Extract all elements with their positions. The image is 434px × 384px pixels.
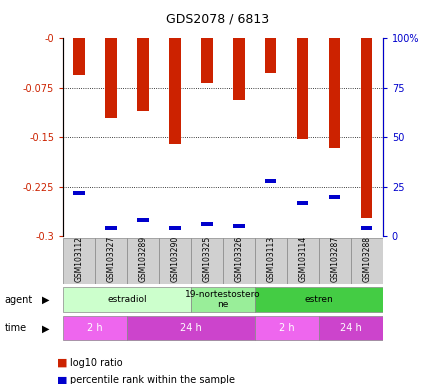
Text: 2 h: 2 h <box>87 323 102 333</box>
Bar <box>318 316 382 341</box>
Bar <box>95 238 127 284</box>
Bar <box>318 238 350 284</box>
Bar <box>254 287 382 312</box>
Bar <box>191 238 223 284</box>
Text: GDS2078 / 6813: GDS2078 / 6813 <box>165 13 269 26</box>
Text: time: time <box>4 323 26 333</box>
Text: 2 h: 2 h <box>279 323 294 333</box>
Bar <box>159 238 191 284</box>
Bar <box>360 38 372 218</box>
Text: GSM103114: GSM103114 <box>298 236 307 282</box>
Text: agent: agent <box>4 295 33 305</box>
Text: GSM103113: GSM103113 <box>266 236 275 282</box>
Bar <box>169 38 180 144</box>
Text: log10 ratio: log10 ratio <box>69 358 122 368</box>
Bar <box>265 38 276 73</box>
Bar <box>169 226 180 230</box>
Text: percentile rank within the sample: percentile rank within the sample <box>69 375 234 384</box>
Text: GSM103290: GSM103290 <box>170 236 179 282</box>
Bar <box>222 238 254 284</box>
Text: GSM103288: GSM103288 <box>362 236 371 282</box>
Bar <box>201 222 212 226</box>
Bar <box>296 200 308 205</box>
Bar <box>254 316 318 341</box>
Bar <box>63 316 127 341</box>
Text: GSM103289: GSM103289 <box>138 236 147 282</box>
Bar <box>296 38 308 139</box>
Bar <box>63 287 191 312</box>
Text: ■: ■ <box>56 358 67 368</box>
Text: estren: estren <box>304 295 332 304</box>
Text: GSM103327: GSM103327 <box>106 236 115 282</box>
Bar <box>350 238 382 284</box>
Bar <box>254 238 286 284</box>
Text: ■: ■ <box>56 375 67 384</box>
Text: 19-nortestostero
ne: 19-nortestostero ne <box>185 290 260 309</box>
Bar <box>127 238 159 284</box>
Text: estradiol: estradiol <box>107 295 147 304</box>
Bar <box>233 38 244 100</box>
Bar <box>233 224 244 228</box>
Bar <box>191 287 254 312</box>
Bar <box>105 38 116 118</box>
Text: 24 h: 24 h <box>180 323 201 333</box>
Bar <box>137 218 148 222</box>
Bar <box>105 226 116 230</box>
Text: GSM103112: GSM103112 <box>74 236 83 282</box>
Bar <box>286 238 318 284</box>
Text: 24 h: 24 h <box>339 323 361 333</box>
Text: GSM103325: GSM103325 <box>202 236 211 282</box>
Bar <box>137 38 148 111</box>
Bar <box>73 191 85 195</box>
Bar <box>329 195 340 199</box>
Bar <box>63 238 95 284</box>
Text: ▶: ▶ <box>42 295 49 305</box>
Bar <box>201 38 212 83</box>
Text: GSM103287: GSM103287 <box>329 236 339 282</box>
Bar <box>73 38 85 74</box>
Bar <box>360 226 372 230</box>
Bar <box>265 179 276 183</box>
Bar <box>127 316 254 341</box>
Text: ▶: ▶ <box>42 323 49 333</box>
Text: GSM103326: GSM103326 <box>234 236 243 282</box>
Bar <box>329 38 340 149</box>
